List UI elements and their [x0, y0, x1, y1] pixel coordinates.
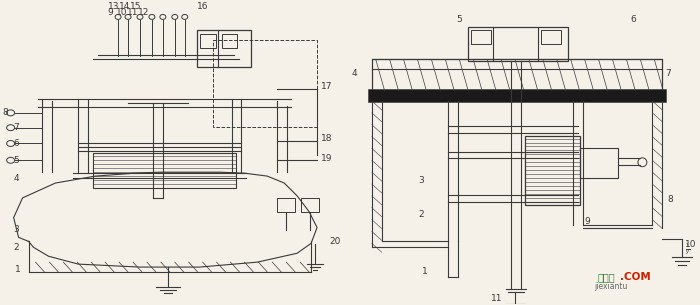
Text: 9: 9 [584, 217, 590, 226]
Bar [471, 30, 491, 44]
Text: 18: 18 [321, 134, 332, 143]
Text: 19: 19 [321, 154, 332, 163]
Text: 3: 3 [419, 176, 424, 185]
Text: .COM: .COM [620, 272, 650, 282]
Text: 4: 4 [352, 69, 358, 78]
Bar [93, 153, 237, 188]
Text: 2: 2 [419, 210, 424, 219]
Bar [222, 34, 237, 48]
Text: 14: 14 [119, 2, 130, 11]
Bar [301, 198, 319, 212]
Text: 17: 17 [321, 82, 332, 91]
Bar [277, 198, 295, 212]
Text: 1: 1 [15, 264, 20, 274]
Bar [213, 40, 317, 127]
Text: 8: 8 [3, 108, 8, 117]
Bar [468, 27, 568, 61]
Text: 5: 5 [456, 16, 462, 24]
Text: 10: 10 [116, 9, 127, 17]
Text: 16: 16 [197, 2, 208, 11]
Text: 3: 3 [13, 225, 20, 234]
Text: 13: 13 [108, 2, 120, 11]
Text: 11: 11 [127, 9, 139, 17]
Text: 4: 4 [13, 174, 20, 183]
Text: 12: 12 [138, 9, 149, 17]
Text: 8: 8 [667, 195, 673, 204]
Text: 7: 7 [13, 123, 20, 132]
Text: 7: 7 [665, 69, 671, 78]
Text: jiexiantu: jiexiantu [594, 282, 627, 291]
Text: 15: 15 [130, 2, 141, 11]
Text: 5: 5 [13, 156, 20, 165]
Bar [541, 30, 561, 44]
Bar [525, 136, 580, 205]
Text: 11: 11 [491, 294, 503, 303]
Bar [580, 149, 617, 178]
Bar [368, 89, 666, 102]
Text: 接线图: 接线图 [598, 272, 615, 282]
Bar [197, 30, 251, 67]
Text: 2: 2 [13, 243, 20, 252]
Text: 9: 9 [107, 9, 113, 17]
Text: $\frac{1}{y}$: $\frac{1}{y}$ [685, 242, 691, 257]
Text: 1: 1 [421, 267, 427, 275]
Text: 10: 10 [685, 240, 696, 249]
Text: 20: 20 [329, 237, 340, 246]
Text: 6: 6 [631, 16, 636, 24]
Text: 6: 6 [13, 139, 20, 148]
Bar [372, 59, 662, 91]
Bar [199, 34, 216, 48]
